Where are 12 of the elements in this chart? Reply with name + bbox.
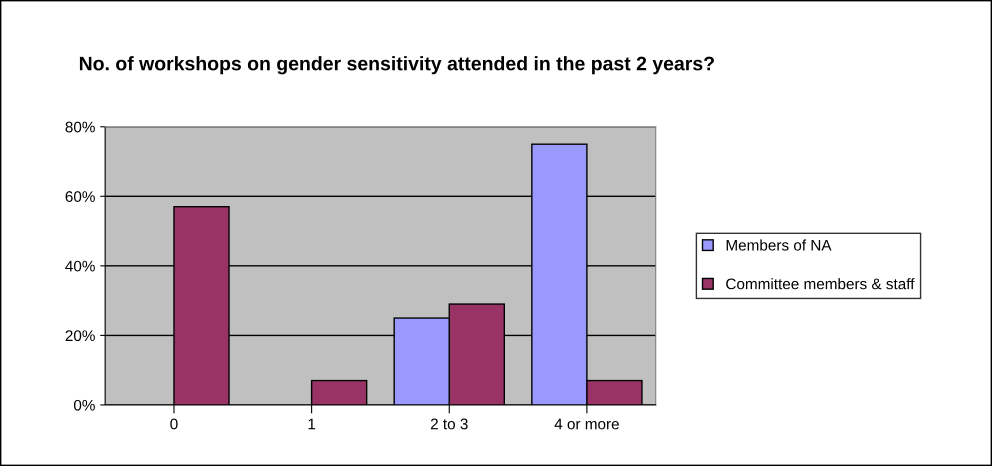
legend-label: Members of NA (726, 239, 832, 251)
y-tick-label: 0% (74, 400, 95, 411)
x-tick-label: 4 or more (554, 418, 619, 430)
y-tick-label: 40% (65, 260, 95, 272)
chart-title: No. of workshops on gender sensitivity attended in the past 2 years? (80, 56, 714, 74)
y-tick-label: 60% (66, 191, 95, 202)
x-tick-label: 1 (308, 418, 316, 430)
y-tick-label: 80% (66, 122, 95, 132)
y-tick-label: 20% (66, 330, 95, 342)
legend-label: Committee members & staff (726, 278, 914, 290)
x-tick-label: 0 (170, 418, 178, 430)
x-tick-label: 2 to 3 (430, 418, 468, 430)
